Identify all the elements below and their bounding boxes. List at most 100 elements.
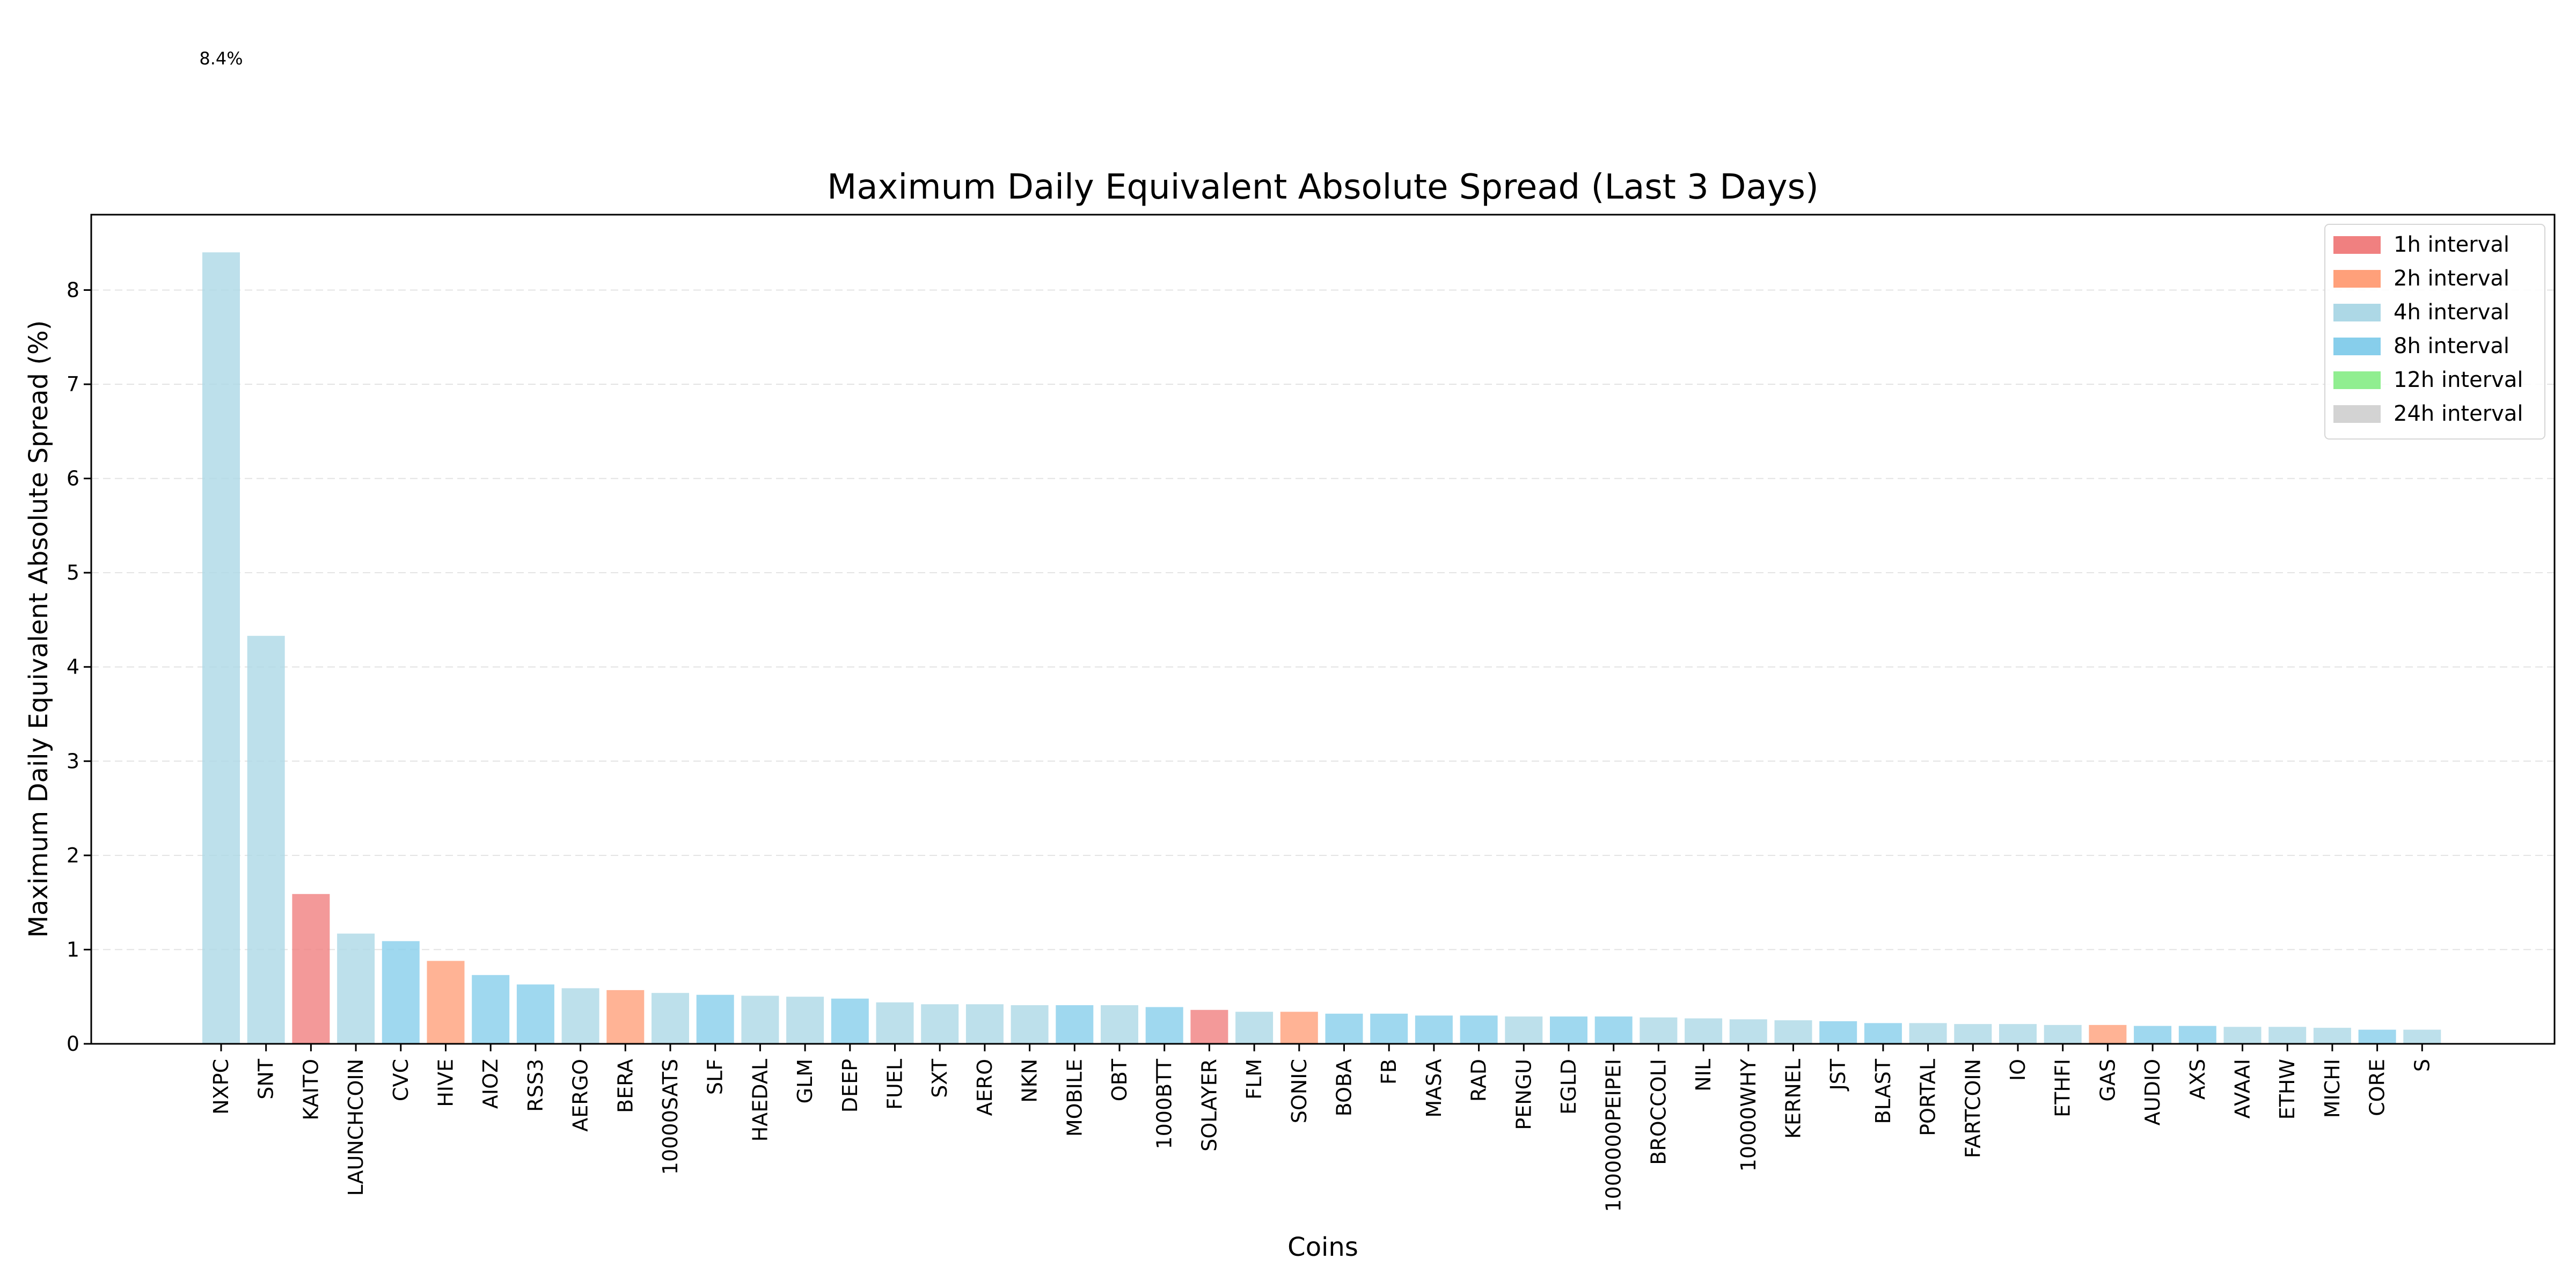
bar-audio — [2134, 1026, 2172, 1044]
bar-kernel — [1774, 1020, 1812, 1044]
bar-rss3 — [516, 984, 554, 1044]
x-tick-label: SXT — [928, 1058, 952, 1097]
x-tick-label: CVC — [389, 1059, 413, 1101]
bar-rad — [1460, 1015, 1498, 1044]
x-tick-label: SOLAYER — [1197, 1059, 1221, 1152]
x-tick-label: MICHI — [2321, 1059, 2344, 1118]
legend-swatch-4h — [2333, 304, 2381, 321]
bar-kaito — [292, 894, 330, 1044]
x-tick-label: HIVE — [434, 1059, 458, 1107]
legend: 1h interval 2h interval 4h interval 8h inte… — [2324, 224, 2545, 440]
x-tick-label: OBT — [1108, 1058, 1131, 1101]
bar-glm — [786, 997, 824, 1044]
bar-fuel — [876, 1002, 914, 1044]
bar-blast — [1864, 1023, 1902, 1044]
bar-jst — [1819, 1021, 1857, 1044]
y-tick-label: 2 — [67, 844, 79, 867]
bar-aergo — [561, 988, 599, 1044]
bar-aioz — [472, 975, 510, 1044]
x-tick-label: BERA — [613, 1059, 637, 1113]
chart-title: Maximum Daily Equivalent Absolute Spread… — [827, 167, 1819, 207]
x-tick-label: MOBILE — [1063, 1059, 1086, 1137]
x-tick-label: BROCCOLI — [1646, 1059, 1670, 1165]
x-tick-label: CORE — [2366, 1059, 2389, 1116]
y-tick-label: 7 — [67, 372, 79, 396]
bar-cvc — [382, 941, 420, 1044]
x-tick-label: AERO — [973, 1059, 997, 1116]
y-tick-label: 8 — [67, 278, 79, 302]
x-tick-label: EGLD — [1557, 1059, 1580, 1115]
x-tick-label: JST — [1826, 1058, 1850, 1091]
x-tick-label: IO — [2006, 1059, 2030, 1081]
legend-swatch-12h — [2333, 371, 2381, 389]
x-tick-label: AERGO — [569, 1059, 592, 1132]
x-tick-label: NXPC — [209, 1059, 233, 1115]
x-tick-label: PENGU — [1512, 1059, 1535, 1130]
y-tick-label: 5 — [67, 561, 79, 584]
bar-gas — [2089, 1024, 2127, 1044]
legend-swatch-2h — [2333, 270, 2381, 288]
x-tick-label: KAITO — [299, 1059, 323, 1121]
bar-1000000peipei — [1594, 1016, 1633, 1044]
legend-label-24h: 24h interval — [2394, 401, 2523, 426]
x-axis-label: Coins — [1287, 1232, 1358, 1262]
bar-core — [2358, 1029, 2396, 1044]
legend-label-4h: 4h interval — [2394, 300, 2509, 325]
bar-bera — [606, 990, 645, 1044]
bar-ethfi — [2044, 1024, 2082, 1044]
bar-10000why — [1729, 1019, 1767, 1044]
bar-deep — [831, 998, 869, 1044]
plot-frame — [90, 214, 2556, 1045]
bar-masa — [1415, 1015, 1453, 1044]
x-tick-label: MASA — [1422, 1059, 1446, 1118]
bar-obt — [1101, 1005, 1138, 1044]
bar-avaai — [2223, 1027, 2262, 1044]
bar-io — [1999, 1024, 2037, 1044]
x-tick-label: SLF — [704, 1059, 727, 1095]
bar-broccoli — [1640, 1017, 1678, 1044]
x-tick-label: FLM — [1242, 1059, 1266, 1100]
bar-aero — [965, 1004, 1004, 1044]
bar-snt — [247, 635, 285, 1044]
x-tick-label: GLM — [793, 1059, 817, 1103]
x-axis-ticks: NXPC SNT KAITO LAUNCHCOIN CVC HIVE AIOZ RSS3 AER… — [209, 1044, 2434, 1212]
y-axis-label: Maximum Daily Equivalent Absolute Spread… — [24, 320, 54, 938]
bar-nxpc — [202, 252, 240, 1044]
legend-label-8h: 8h interval — [2394, 334, 2509, 358]
x-tick-label: SONIC — [1287, 1059, 1311, 1123]
bar-michi — [2313, 1028, 2351, 1044]
bar-haedal — [741, 996, 779, 1044]
x-tick-label: GAS — [2096, 1059, 2119, 1102]
y-tick-label: 3 — [67, 749, 79, 773]
x-tick-label: AXS — [2186, 1059, 2209, 1100]
bar-launchcoin — [337, 933, 375, 1044]
bar-sonic — [1280, 1012, 1318, 1044]
x-tick-label: RAD — [1467, 1059, 1491, 1102]
legend-swatch-1h — [2333, 236, 2381, 254]
legend-label-12h: 12h interval — [2394, 368, 2523, 392]
bar-sxt — [921, 1004, 959, 1044]
x-tick-label: 10000SATS — [658, 1059, 682, 1175]
x-tick-label: SNT — [254, 1058, 278, 1100]
legend-label-2h: 2h interval — [2394, 266, 2509, 291]
x-tick-label: FB — [1377, 1059, 1401, 1085]
x-tick-label: LAUNCHCOIN — [344, 1059, 368, 1196]
bar-slf — [696, 994, 734, 1044]
y-tick-label: 1 — [67, 938, 79, 961]
bar-portal — [1909, 1023, 1947, 1044]
bar-fartcoin — [1954, 1024, 1992, 1044]
bar-1000btt — [1145, 1007, 1183, 1044]
bar-egld — [1550, 1016, 1587, 1044]
bar-pengu — [1505, 1016, 1543, 1044]
x-tick-label: 1000000PEIPEI — [1602, 1059, 1626, 1212]
grid-lines — [91, 289, 2555, 950]
x-tick-label: NKN — [1018, 1059, 1042, 1103]
y-tick-label: 6 — [67, 467, 79, 491]
x-tick-label: AVAAI — [2231, 1059, 2255, 1118]
bar-10000sats — [652, 993, 689, 1044]
x-tick-label: BOBA — [1333, 1059, 1356, 1116]
bar-fb — [1370, 1013, 1408, 1044]
y-tick-label: 0 — [67, 1032, 79, 1056]
bar-flm — [1235, 1012, 1274, 1044]
